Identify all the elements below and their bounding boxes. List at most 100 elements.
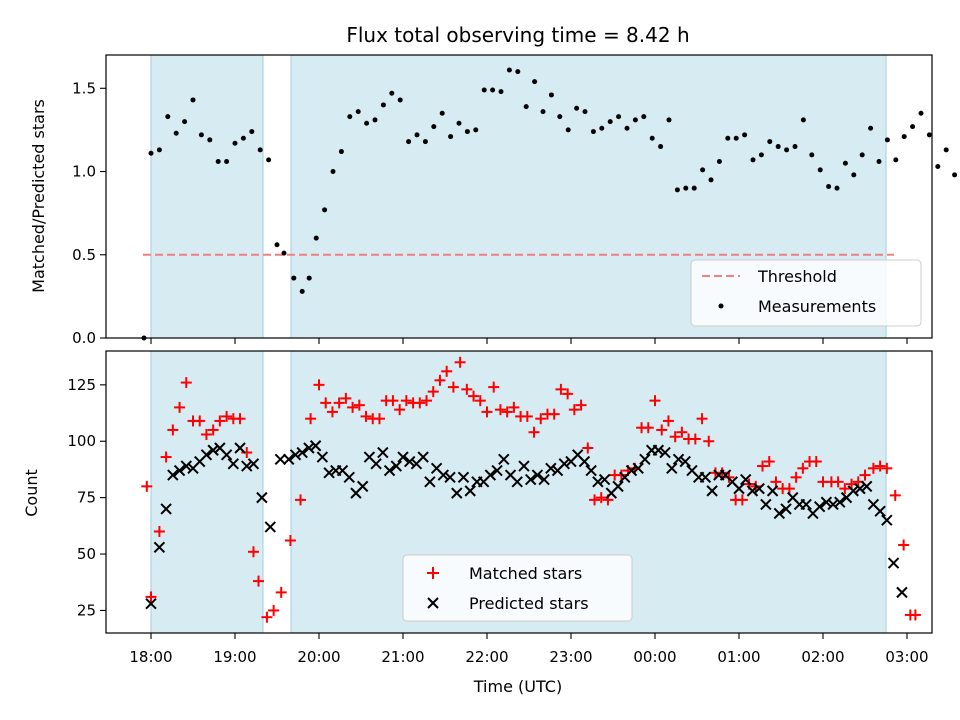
measurement-point: [338, 149, 344, 155]
matched-star-point: [333, 397, 345, 409]
predicted-star-point: [153, 541, 166, 553]
measurement-point: [716, 159, 722, 165]
matched-star-point: [207, 424, 219, 436]
bottom-panel: 25 50 75 100 125 18:00 19:00 20:00 21:00 22:00 23…: [22, 350, 933, 696]
measurement-point: [926, 132, 932, 138]
measurement-point: [884, 137, 890, 143]
measurement-point: [733, 135, 739, 141]
measurement-point: [666, 117, 672, 123]
measurement-point: [868, 125, 874, 131]
measurement-point: [224, 159, 230, 165]
legend-predicted-swatch: [427, 597, 439, 609]
predicted-star-point: [264, 521, 276, 533]
measurement-point: [901, 134, 907, 140]
measurement-point: [372, 117, 378, 123]
matched-star-point: [427, 386, 439, 398]
top-ytick-label: 0.0: [72, 329, 96, 347]
predicted-star-point: [377, 446, 389, 459]
predicted-star-point: [167, 469, 179, 481]
measurement-point: [291, 275, 297, 281]
measurement-point: [274, 242, 280, 248]
measurement-point: [834, 185, 840, 191]
matched-star-point: [145, 591, 157, 603]
measurement-point: [397, 97, 403, 103]
measurement-point: [266, 157, 272, 163]
predicted-star-point: [518, 460, 530, 472]
matched-star-point: [696, 413, 708, 425]
predicted-star-point: [296, 446, 308, 459]
matched-star-point: [447, 381, 459, 393]
matched-star-point: [347, 401, 359, 413]
predicted-star-point: [766, 485, 779, 497]
measurement-point: [249, 129, 255, 135]
predicted-star-point: [180, 460, 192, 472]
predicted-star-point: [820, 496, 833, 508]
measurement-point: [800, 117, 806, 123]
measurement-point: [767, 139, 773, 145]
measurement-point: [574, 105, 580, 111]
measurement-point: [649, 135, 655, 141]
matched-star-point: [200, 428, 212, 440]
predicted-star-point: [699, 471, 712, 484]
predicted-star-point: [404, 455, 416, 468]
matched-star-point: [589, 494, 601, 506]
matched-star-point: [214, 415, 226, 427]
measurement-point: [750, 157, 756, 163]
predicted-star-point: [227, 458, 240, 470]
matched-star-point: [194, 415, 206, 427]
predicted-star-point: [666, 462, 678, 475]
matched-star-point: [141, 480, 153, 492]
matched-star-point: [874, 460, 886, 472]
measurement-point: [240, 135, 246, 141]
matched-star-point: [770, 476, 782, 488]
predicted-star-point: [652, 444, 665, 456]
matched-star-point: [859, 469, 871, 481]
predicted-star-point: [612, 480, 624, 493]
measurement-point: [281, 250, 287, 256]
measurement-point: [473, 127, 479, 133]
predicted-star-point: [283, 453, 295, 465]
matched-star-point: [488, 381, 500, 393]
matched-star-point: [360, 410, 372, 422]
measurement-point: [257, 147, 263, 153]
measurement-point: [464, 129, 470, 135]
matched-star-point: [521, 410, 533, 422]
predicted-star-point: [309, 440, 322, 452]
matched-star-point: [575, 399, 587, 411]
measurement-point: [607, 119, 613, 125]
predicted-star-point: [753, 482, 765, 495]
measurement-point: [935, 164, 941, 170]
measurement-point: [859, 152, 865, 158]
matched-star-point: [180, 377, 192, 389]
measurement-point: [330, 169, 336, 175]
measurement-point: [817, 167, 823, 173]
measurement-point: [165, 114, 171, 120]
matched-star-point: [295, 494, 307, 506]
measurement-point: [532, 79, 538, 85]
measurement-point: [632, 117, 638, 123]
predicted-star-point: [625, 464, 638, 477]
measurement-point: [207, 137, 213, 143]
matched-star-point: [261, 611, 273, 623]
measurement-point: [943, 147, 949, 153]
measurement-point: [590, 129, 596, 135]
xtick-label: 20:00: [297, 648, 340, 666]
measurement-point: [700, 167, 706, 173]
measurement-point: [299, 288, 305, 294]
matched-star-point: [275, 586, 287, 598]
xtick-label: 01:00: [717, 648, 760, 666]
measurement-point: [725, 135, 731, 141]
measurement-point: [624, 125, 630, 131]
top-axes-frame: [105, 54, 933, 339]
predicted-star-point: [834, 496, 846, 508]
predicted-star-point: [220, 449, 233, 461]
predicted-star-point: [800, 498, 812, 511]
matched-star-point: [268, 604, 280, 616]
predicted-star-point: [847, 485, 859, 497]
measurement-point: [691, 185, 697, 191]
matched-star-point: [394, 404, 406, 416]
matched-star-point: [763, 456, 775, 468]
predicted-star-point: [740, 473, 752, 486]
measurement-point: [616, 114, 622, 120]
top-shaded-spans: [150, 54, 887, 339]
